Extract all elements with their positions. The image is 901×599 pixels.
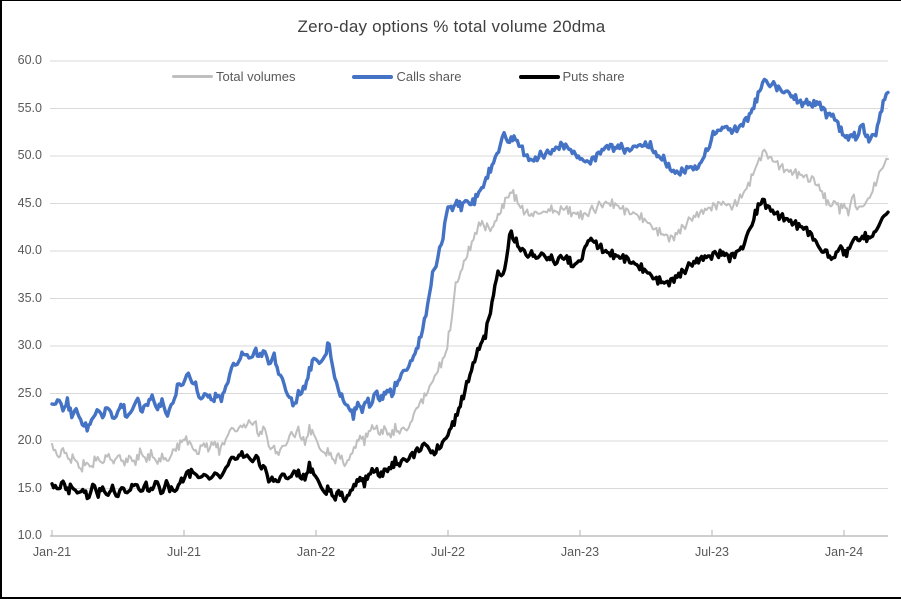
y-tick-label: 35.0 <box>17 290 42 305</box>
series-line-calls-share <box>50 77 890 433</box>
y-tick-label: 10.0 <box>17 528 42 542</box>
x-tick-label: Jan-24 <box>824 545 864 559</box>
legend-label: Total volumes <box>216 69 296 84</box>
legend-item-total-volumes: Total volumes <box>172 69 295 84</box>
x-tick-label: Jan-21 <box>32 545 72 559</box>
y-tick-label: 55.0 <box>17 100 42 115</box>
series-line-total-volumes <box>51 148 889 473</box>
legend-item-puts-share: Puts share <box>518 69 625 84</box>
x-tick-label: Jul-23 <box>694 545 730 559</box>
puts-share-line-swatch-icon <box>518 74 560 79</box>
legend: Total volumes Calls share Puts share <box>172 69 625 84</box>
chart-title: Zero-day options % total volume 20dma <box>297 17 606 36</box>
x-tick-label: Jan-23 <box>560 545 600 559</box>
y-tick-label: 20.0 <box>17 433 42 447</box>
calls-share-line-swatch-icon <box>352 74 394 79</box>
x-tick-label: Jan-22 <box>296 545 336 559</box>
legend-label: Calls share <box>396 69 462 84</box>
y-tick-label: 60.0 <box>17 53 42 67</box>
legend-item-calls-share: Calls share <box>352 69 462 84</box>
y-tick-label: 50.0 <box>17 148 42 162</box>
y-tick-label: 25.0 <box>17 385 42 400</box>
y-tick-label: 45.0 <box>17 195 42 210</box>
y-tick-label: 15.0 <box>17 480 42 495</box>
total-volumes-line-swatch-icon <box>172 75 213 78</box>
x-tick-label: Jul-21 <box>166 545 202 559</box>
y-tick-label: 30.0 <box>17 338 42 352</box>
legend-label: Puts share <box>562 69 625 84</box>
series-line-puts-share <box>50 197 890 503</box>
x-tick-label: Jul-22 <box>430 545 466 559</box>
y-tick-label: 40.0 <box>17 243 42 257</box>
